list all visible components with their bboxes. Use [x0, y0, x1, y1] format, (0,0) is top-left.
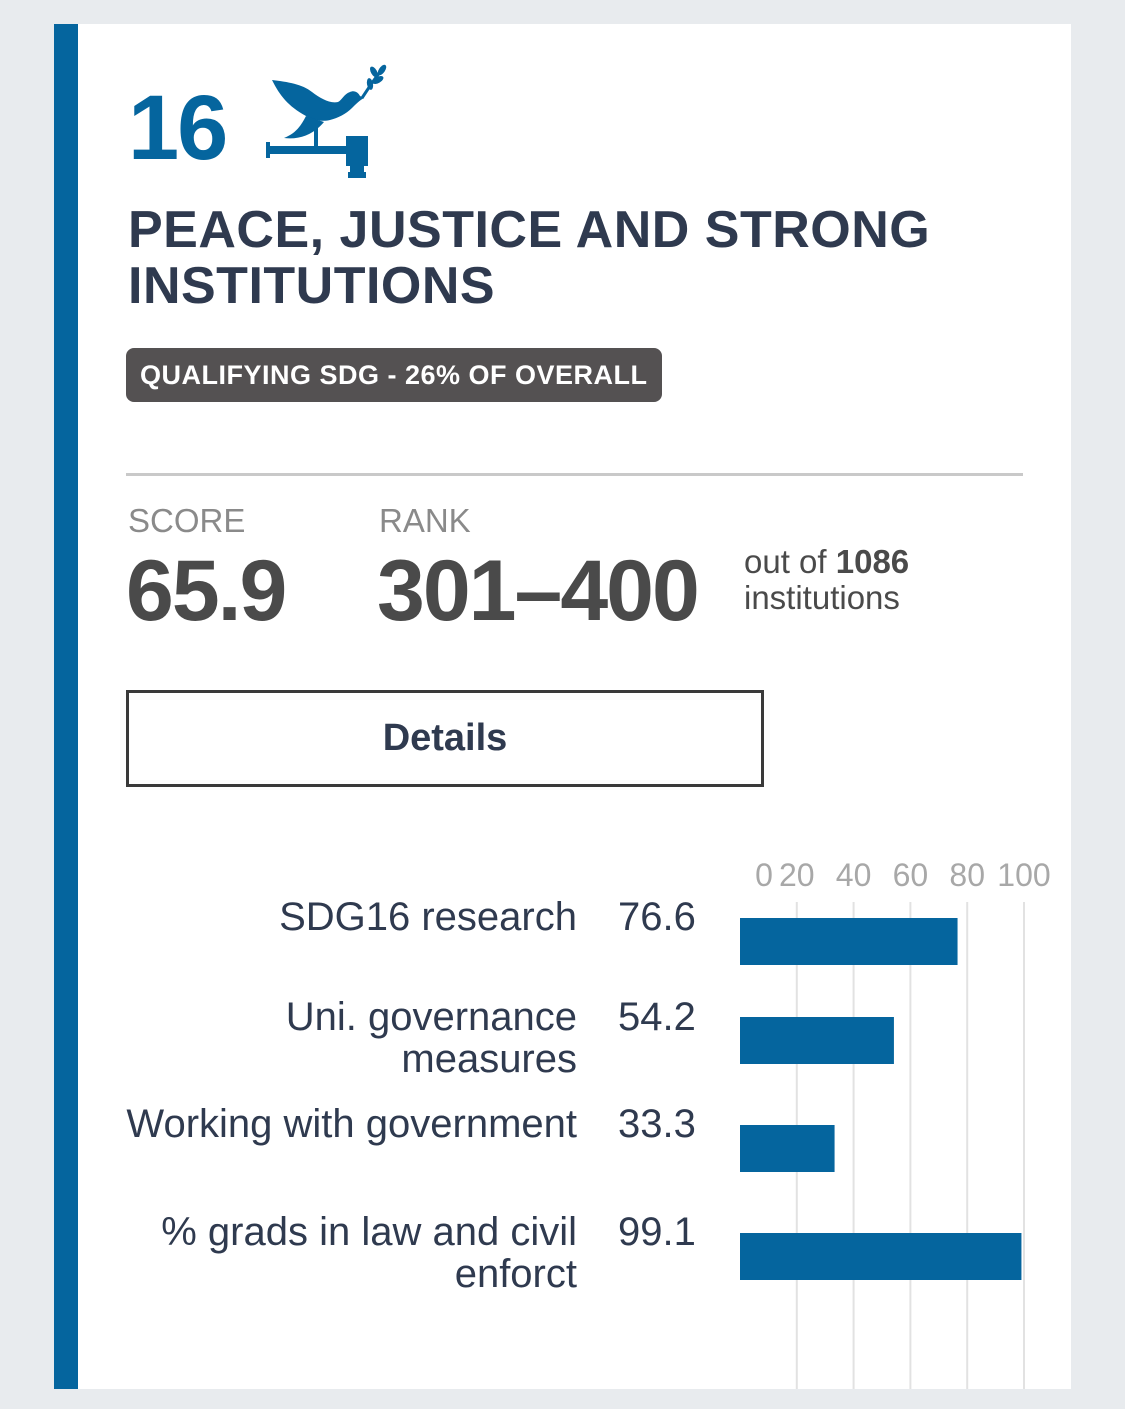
- sdg-card: 16 PEACE, JUSTICE AND STRONG INSTITUTION…: [54, 24, 1071, 1389]
- sdg-number: 16: [128, 77, 228, 179]
- tick-label-0: 0: [755, 857, 773, 893]
- rank-context: out of 1086 institutions: [744, 544, 909, 616]
- out-of-suffix: institutions: [744, 579, 900, 616]
- tick-label-80: 80: [949, 857, 985, 893]
- accent-bar: [54, 24, 78, 1389]
- qualifying-badge: QUALIFYING SDG - 26% OF OVERALL: [126, 348, 662, 402]
- tick-label-100: 100: [997, 857, 1050, 893]
- value-label: 54.2: [618, 995, 696, 1039]
- divider: [126, 473, 1023, 476]
- category-label: Working with government: [126, 1102, 577, 1146]
- out-of-prefix: out of: [744, 543, 827, 580]
- value-label: 99.1: [618, 1210, 696, 1254]
- bar-2: [740, 1125, 835, 1172]
- rank-value: 301–400: [377, 543, 700, 639]
- category-label: Uni. governance measures: [285, 995, 577, 1081]
- total-institutions: 1086: [835, 543, 910, 580]
- details-button[interactable]: Details: [126, 690, 764, 787]
- tick-label-20: 20: [779, 857, 815, 893]
- dove-gavel-icon: [266, 64, 387, 178]
- bar-1: [740, 1017, 894, 1064]
- tick-label-40: 40: [836, 857, 872, 893]
- tick-label-60: 60: [893, 857, 929, 893]
- bar-0: [740, 918, 958, 965]
- category-label: SDG16 research: [279, 895, 577, 939]
- score-value: 65.9: [126, 543, 287, 639]
- bar-3: [740, 1233, 1022, 1280]
- rank-label: RANK: [379, 502, 471, 539]
- value-label: 33.3: [618, 1102, 696, 1146]
- metrics-bar-chart: 0 20 40 60 80 100: [740, 857, 1051, 1389]
- category-label: % grads in law and civil enforct: [161, 1210, 577, 1296]
- goal-title: PEACE, JUSTICE AND STRONG INSTITUTIONS: [128, 201, 931, 315]
- score-label: SCORE: [128, 502, 246, 539]
- value-label: 76.6: [618, 895, 696, 939]
